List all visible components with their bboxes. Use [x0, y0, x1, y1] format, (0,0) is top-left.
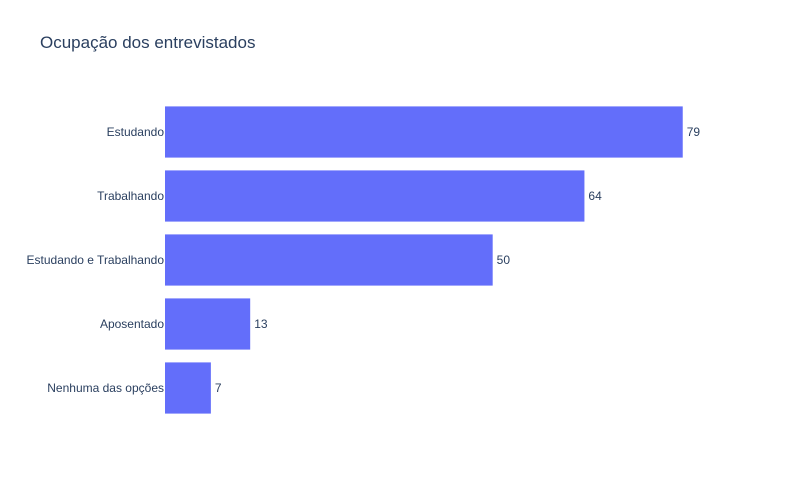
category-tick-label: Nenhuma das opções: [47, 381, 164, 395]
bar-value-label: 64: [588, 189, 602, 203]
bar-value-label: 7: [215, 381, 222, 395]
category-tick-label: Estudando: [107, 125, 165, 139]
labels-layer: Estudando 79 Trabalhando 64 Estudando e Trab…: [27, 125, 701, 395]
category-tick-label: Trabalhando: [97, 189, 164, 203]
chart-title: Ocupação dos entrevistados: [40, 33, 256, 52]
bars-layer: [165, 106, 683, 414]
bar-2: [165, 234, 493, 286]
bar-value-label: 79: [687, 125, 701, 139]
bar-value-label: 50: [497, 253, 511, 267]
bar-value-label: 13: [254, 317, 268, 331]
category-tick-label: Estudando e Trabalhando: [27, 253, 165, 267]
bar-1: [165, 170, 585, 222]
bar-3: [165, 298, 251, 350]
bar-4: [165, 362, 211, 414]
category-tick-label: Aposentado: [100, 317, 164, 331]
bar-0: [165, 106, 683, 158]
